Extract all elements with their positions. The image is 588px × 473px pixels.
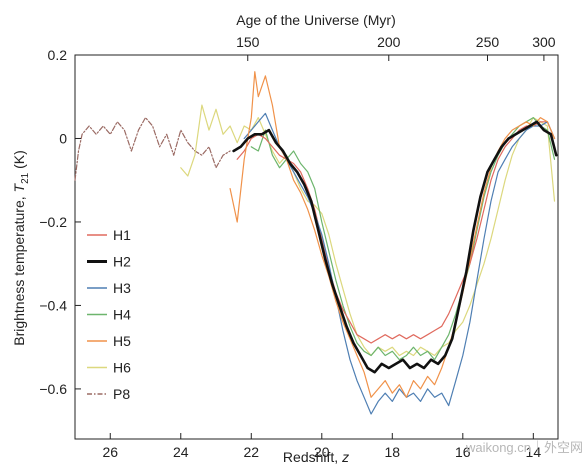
x-tick-label: 14 [526,444,542,460]
top-tick-label: 200 [377,34,401,50]
legend-label-h4: H4 [113,307,131,323]
series-line-h6 [180,104,556,357]
legend-label-h3: H3 [113,280,131,296]
x-tick-label: 20 [314,444,330,460]
x-tick-label: 26 [102,444,118,460]
plot-frame [74,54,559,440]
legend-label-h2: H2 [113,254,131,270]
top-tick-label: 250 [476,34,500,50]
y-axis-title: Brightness temperature, T21 (K) [11,150,31,346]
y-tick-label: −0.6 [39,381,67,397]
series-line-h5 [229,71,556,398]
series-line-h2 [232,120,558,374]
y-tick-label: 0.2 [48,47,68,63]
legend-label-h1: H1 [113,227,131,243]
series-line-p8 [74,116,231,181]
x-tick-label: 24 [173,444,189,460]
series-line-h3 [243,112,556,415]
legend-label-h5: H5 [113,333,131,349]
y-tick-label: 0 [59,130,67,146]
x-axis-title: Redshift, z [283,449,349,465]
x-tick-label: 16 [455,444,471,460]
legend-label-p8: P8 [113,386,130,402]
series-layer [74,71,558,415]
top-tick-label: 300 [532,34,556,50]
x-tick-label: 22 [243,444,259,460]
watermark: waikong.cn｜外空网 [465,440,583,455]
top-axis-title: Age of the Universe (Myr) [236,12,396,28]
legend-label-h6: H6 [113,360,131,376]
y-tick-label: −0.2 [39,214,67,230]
legend: H1 H2 H3 H4 H5 H6 P8 [87,227,131,402]
series-line-h4 [250,116,556,361]
top-tick-label: 150 [236,34,260,50]
x-tick-label: 18 [385,444,401,460]
y-tick-label: −0.4 [39,297,67,313]
axes-layer: 26 24 22 20 18 16 14 0.2 0 −0.2 −0.4 −0.6 150 200 250 3… [39,34,555,460]
